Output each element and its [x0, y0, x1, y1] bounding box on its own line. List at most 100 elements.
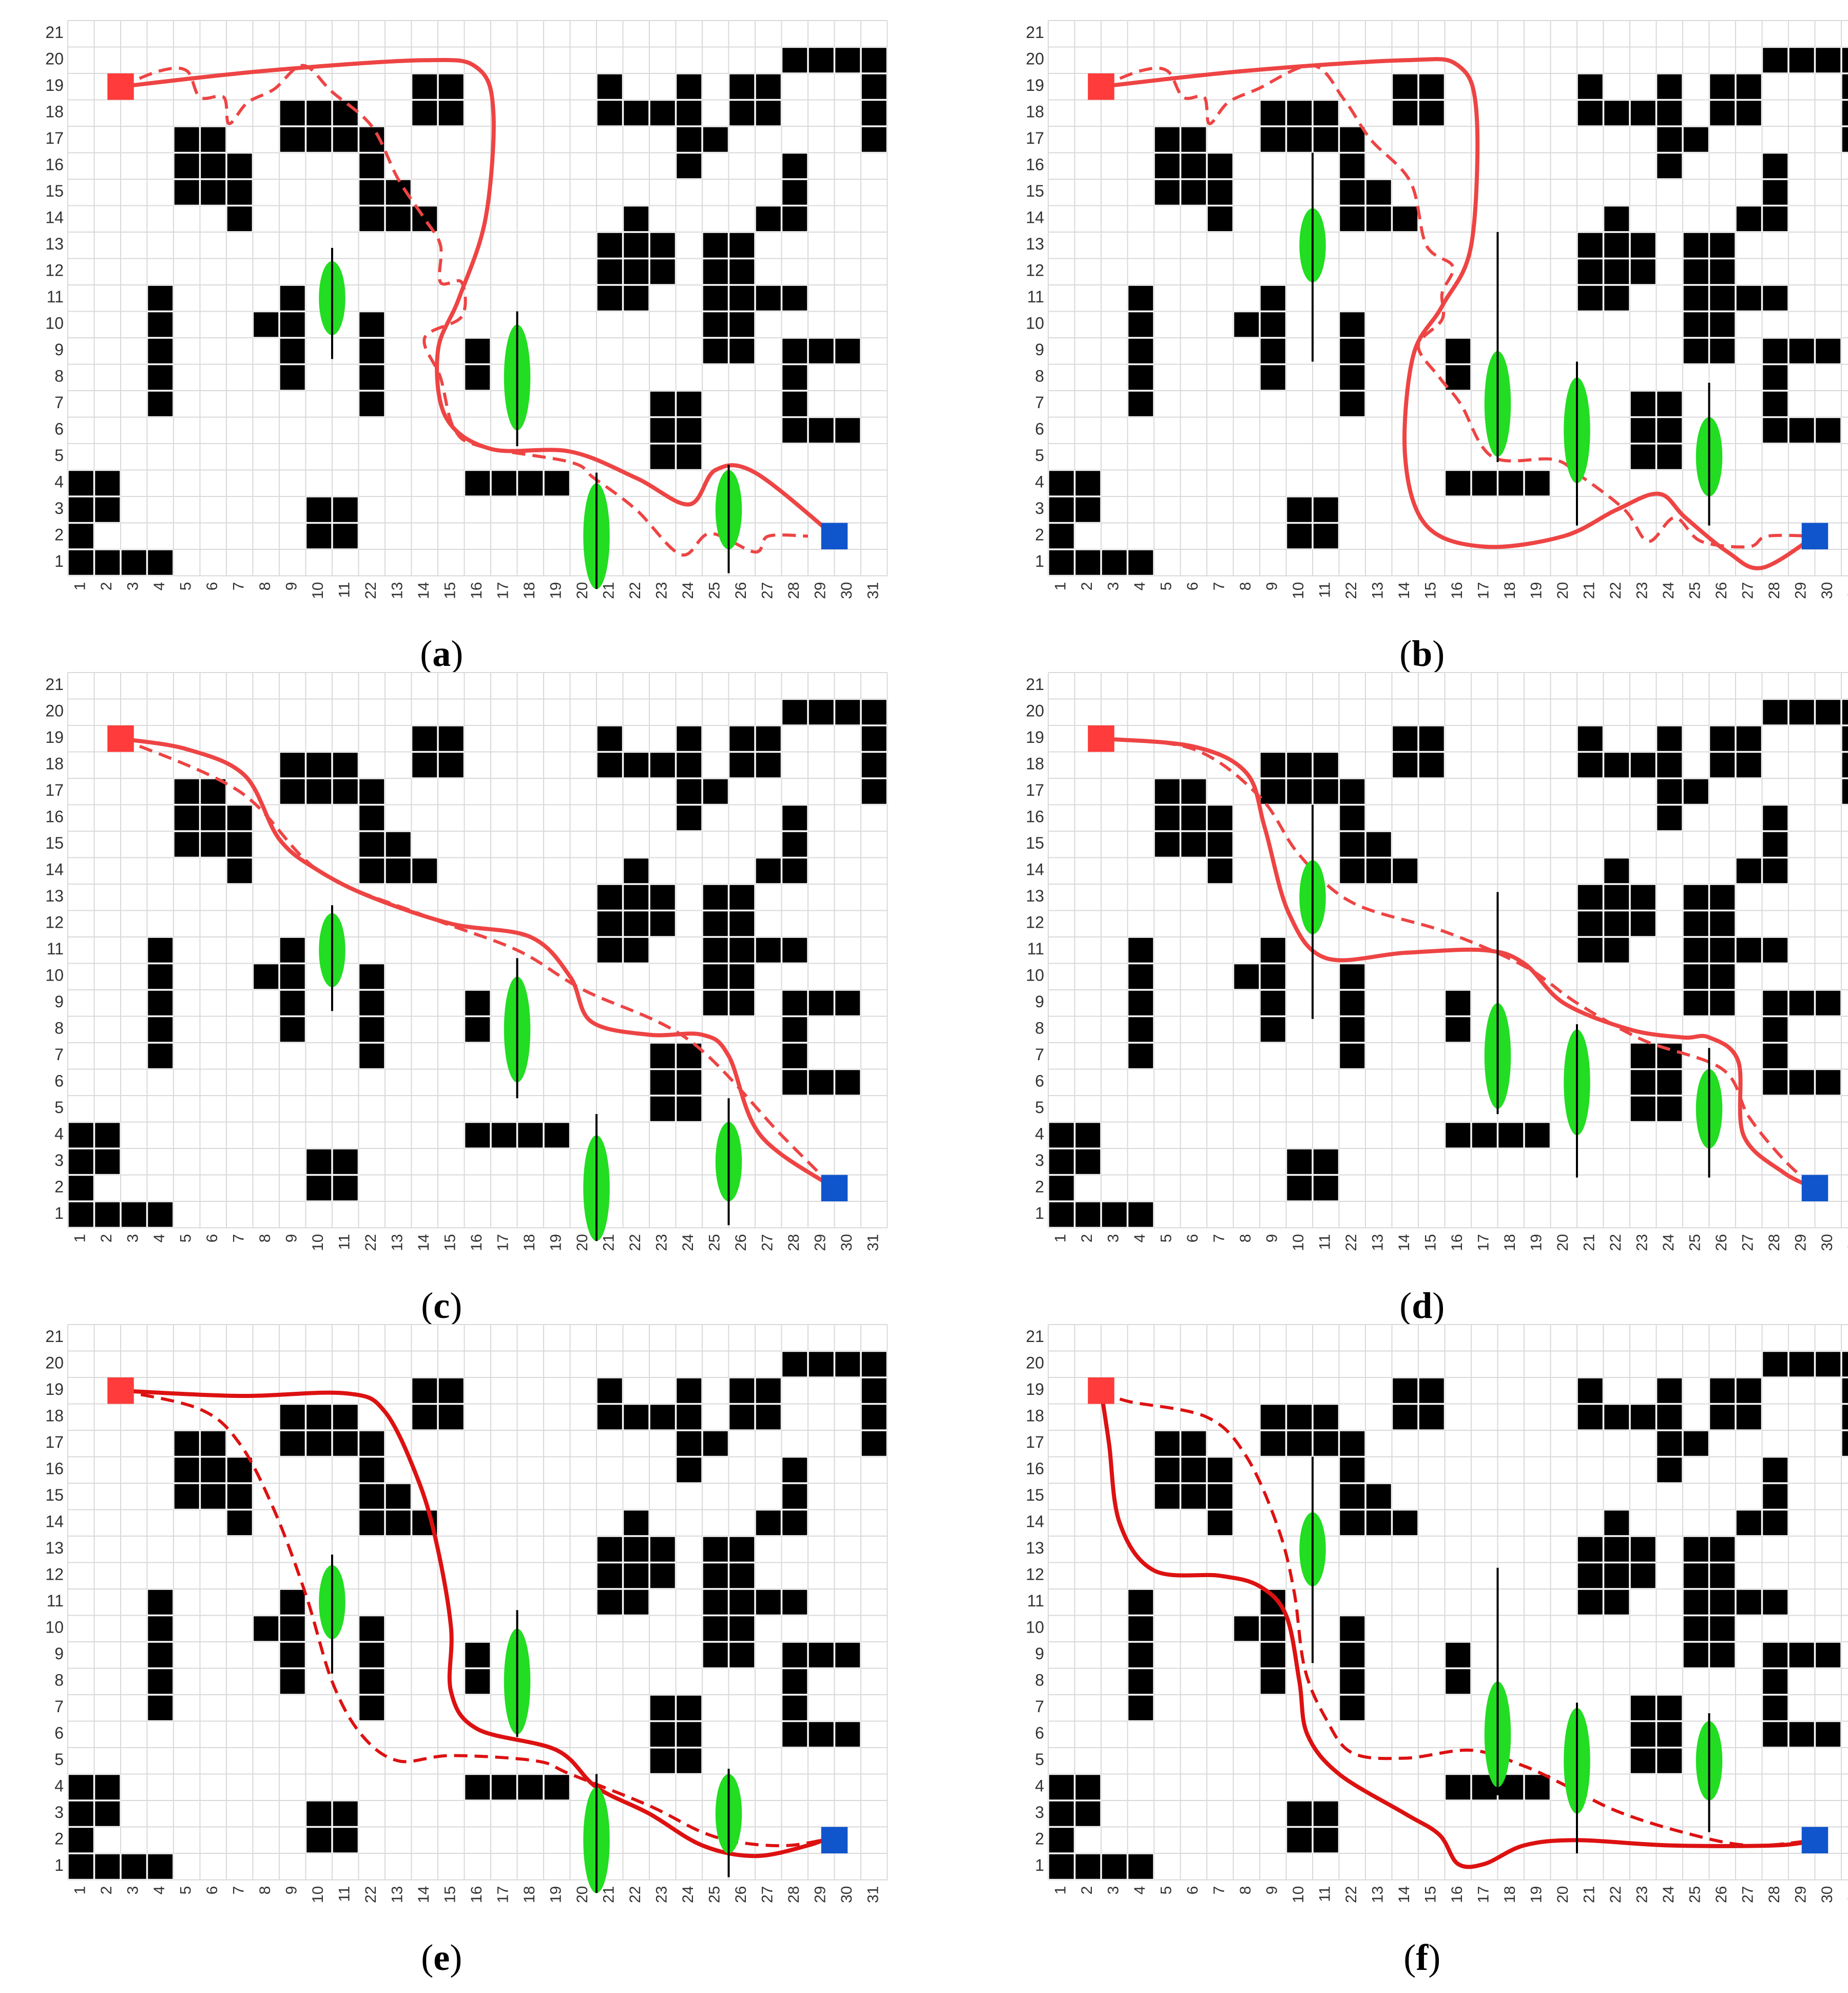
obstacle-cell-outline: [808, 1069, 835, 1096]
panel-c: 1 2 3 4 5 6 7 8 9 10 11 22 13 14 15 16 17 18 19 20 21 22 23 24 2…: [37, 667, 888, 1341]
obstacle-cell-outline: [1339, 778, 1365, 805]
obstacle-cell-outline: [1603, 1404, 1630, 1430]
obstacle-cell: [728, 100, 755, 126]
obstacle-cell-outline: [755, 1589, 782, 1616]
obstacle-cell: [517, 470, 544, 496]
obstacle-cell-outline: [1841, 725, 1848, 752]
obstacle-cell-outline: [1418, 725, 1445, 752]
obstacle-cell: [147, 1668, 174, 1695]
obstacle-cell: [1260, 778, 1286, 805]
x-tick-label: 10: [1290, 582, 1307, 599]
obstacle-cell: [1445, 338, 1471, 365]
obstacle-cell: [1630, 100, 1657, 126]
y-tick-label: 1: [1035, 1204, 1044, 1222]
obstacle-cell: [1154, 179, 1181, 206]
obstacle-cell: [305, 1148, 332, 1175]
obstacle-cell-outline: [861, 126, 888, 153]
obstacle-cell-outline: [226, 205, 253, 232]
obstacle-cell-outline: [596, 73, 623, 100]
y-tick-label: 12: [45, 261, 64, 280]
planned-path-dashed: [120, 737, 836, 1190]
planned-path-solid: [1099, 736, 1817, 1191]
obstacle-cell: [1127, 364, 1154, 391]
obstacle-cell: [464, 1668, 491, 1695]
obstacle-cell: [1048, 496, 1075, 523]
x-tick-label: 5: [1158, 1234, 1175, 1243]
x-tick-label: 15: [1422, 582, 1439, 599]
x-tick-label: 24: [680, 1886, 697, 1903]
x-tick-label: 3: [1105, 582, 1122, 591]
obstacle-cell-outline: [1630, 232, 1657, 259]
obstacle-cell: [1577, 752, 1604, 778]
x-tick-label: 14: [415, 582, 432, 599]
obstacle-cell: [544, 1774, 570, 1800]
obstacle-cell-outline: [834, 699, 861, 725]
obstacle-cell-outline: [1762, 364, 1788, 391]
obstacle-cell-outline: [1788, 417, 1815, 444]
obstacle-cell-outline: [1683, 338, 1709, 365]
obstacle-cell: [1656, 778, 1683, 805]
obstacle-cell-outline: [1127, 285, 1154, 312]
obstacle-cell-outline: [358, 391, 385, 417]
obstacle-cell-outline: [491, 1122, 517, 1148]
obstacle-cell: [1339, 126, 1365, 153]
obstacle-cell-outline: [517, 1774, 544, 1800]
obstacle-cell: [1630, 1748, 1657, 1774]
obstacle-cell: [1260, 990, 1286, 1017]
obstacle-cell: [279, 364, 306, 391]
obstacle-cell-outline: [1841, 699, 1848, 725]
obstacle-cell: [332, 496, 359, 523]
x-tick-label: 27: [1740, 1234, 1757, 1251]
obstacle-cell: [147, 1016, 174, 1043]
x-tick-label: 9: [283, 582, 300, 591]
obstacle-cell: [1048, 1853, 1075, 1880]
obstacle-cell-outline: [702, 1536, 729, 1563]
obstacle-cell: [332, 778, 359, 805]
y-tick-label: 7: [1035, 393, 1044, 412]
obstacle-cell: [1074, 496, 1101, 523]
obstacle-cell: [147, 364, 174, 391]
obstacle-cell-outline: [147, 1589, 174, 1616]
obstacle-cell: [1709, 1377, 1736, 1404]
obstacle-cell: [1709, 1562, 1736, 1589]
y-tick-label: 15: [45, 1486, 64, 1504]
obstacle-cell: [623, 100, 649, 126]
y-tick-label: 18: [45, 755, 64, 773]
obstacle-cell: [596, 1404, 623, 1430]
y-tick-label: 19: [1026, 728, 1044, 746]
y-tick-label: 3: [1035, 499, 1044, 518]
obstacle-cell-outline: [226, 831, 253, 858]
x-tick-label: 24: [1660, 1886, 1677, 1903]
obstacle-cell-outline: [358, 778, 385, 805]
obstacle-cell: [332, 1430, 359, 1457]
obstacle-cell: [1286, 1430, 1313, 1457]
x-tick-label: 3: [1105, 1886, 1122, 1895]
obstacle-cell: [728, 1589, 755, 1616]
obstacle-cell-outline: [1656, 126, 1683, 153]
y-tick-label: 15: [45, 182, 64, 200]
obstacle-cell: [1392, 73, 1418, 100]
y-tick-label: 9: [54, 1644, 64, 1663]
y-tick-label: 8: [54, 367, 64, 386]
y-tick-label: 15: [1026, 834, 1044, 852]
obstacle-cell-outline: [1101, 1853, 1128, 1880]
obstacle-cell: [544, 470, 570, 496]
y-tick-label: 21: [45, 23, 64, 42]
x-tick-label: 7: [230, 1234, 247, 1243]
obstacle-cell: [1101, 1853, 1128, 1880]
obstacle-cell-outline: [1154, 179, 1181, 206]
obstacle-cell-outline: [1736, 205, 1762, 232]
obstacle-cell-outline: [1180, 179, 1207, 206]
obstacle-cell: [1260, 752, 1286, 778]
obstacle-cell: [1445, 1668, 1471, 1695]
obstacle-cell: [1260, 1668, 1286, 1695]
obstacle-cell-outline: [1577, 1404, 1604, 1430]
obstacle-cell: [358, 311, 385, 338]
obstacle-cell: [676, 804, 702, 831]
obstacle-cell-outline: [544, 470, 570, 496]
obstacle-cell-outline: [1762, 990, 1788, 1017]
obstacle-cell-outline: [1180, 1457, 1207, 1483]
obstacle-cell-outline: [1762, 1457, 1788, 1483]
obstacle-cell: [94, 1201, 121, 1228]
obstacle-cell-outline: [332, 126, 359, 153]
